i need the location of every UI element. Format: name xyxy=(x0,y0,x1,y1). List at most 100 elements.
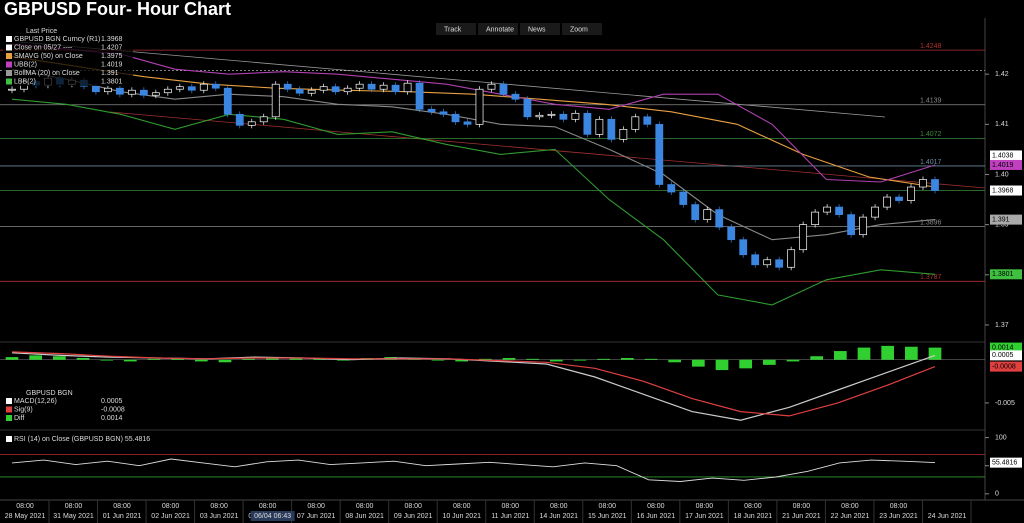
legend-label: MACD(12,26) xyxy=(14,398,57,405)
legend-label: GBPUSD BGN Curncy (R1) xyxy=(14,36,100,43)
indicator-line xyxy=(11,56,936,188)
toolbar-label[interactable]: Zoom xyxy=(570,26,588,33)
x-date-label: 14 Jun 2021 xyxy=(540,513,579,520)
candle xyxy=(259,116,268,123)
value-tag-label: 1.391 xyxy=(992,216,1010,223)
candle xyxy=(487,83,496,90)
value-tag xyxy=(990,342,1022,353)
candle xyxy=(367,83,376,90)
toolbar-button[interactable] xyxy=(436,23,476,35)
candle xyxy=(907,186,915,201)
candle xyxy=(379,84,388,90)
toolbar-button[interactable] xyxy=(562,23,602,35)
toolbar-label[interactable]: Track xyxy=(444,26,462,33)
legend-box xyxy=(3,24,133,86)
candle xyxy=(523,98,532,118)
toolbar-button[interactable] xyxy=(520,23,560,35)
x-date-label: 28 May 2021 xyxy=(5,513,46,520)
diff-bar xyxy=(833,351,847,360)
x-time-label: 08:00 xyxy=(744,503,762,510)
diff-bar xyxy=(526,358,540,360)
candle xyxy=(499,83,508,95)
level-label: 1.4072 xyxy=(920,131,942,138)
x-time-label: 08:00 xyxy=(210,503,228,510)
legend-swatch xyxy=(6,78,12,85)
candle xyxy=(559,113,568,120)
y-tick-label: 1.37 xyxy=(995,322,1009,329)
cursor-label: 06/04 06:43 xyxy=(254,513,291,520)
x-date-label: 09 Jun 2021 xyxy=(394,513,433,520)
candle xyxy=(607,118,616,140)
candle xyxy=(919,179,927,188)
value-tag xyxy=(990,269,1022,280)
y-tick-label: 1.42 xyxy=(995,71,1009,78)
candle xyxy=(535,114,544,118)
value-tag xyxy=(990,457,1022,468)
candle xyxy=(163,88,172,94)
x-date-label: 24 Jun 2021 xyxy=(928,513,967,520)
x-time-label: 08:00 xyxy=(890,503,908,510)
x-time-label: 08:00 xyxy=(259,503,277,510)
diff-bar xyxy=(573,359,587,361)
legend-label: Close on 05/27 ---- xyxy=(14,44,73,51)
y-tick-label: 100 xyxy=(995,434,1007,441)
diff-bar xyxy=(597,358,611,360)
candle xyxy=(511,93,520,100)
x-time-label: 08:00 xyxy=(356,503,374,510)
toolbar-label[interactable]: Annotate xyxy=(486,26,514,33)
legend-box xyxy=(3,385,118,427)
level-label: 1.4248 xyxy=(920,43,942,50)
candle xyxy=(703,209,712,220)
x-date-label: 01 Jun 2021 xyxy=(103,513,142,520)
diff-bar xyxy=(691,359,705,367)
toolbar-label[interactable]: News xyxy=(528,26,546,33)
x-time-label: 08:00 xyxy=(696,503,714,510)
legend-value: 1.4207 xyxy=(101,44,123,51)
diff-bar xyxy=(810,356,824,360)
diff-bar xyxy=(762,359,776,365)
x-date-label: 10 Jun 2021 xyxy=(442,513,481,520)
candle xyxy=(751,254,760,266)
candle xyxy=(247,121,256,126)
value-tag-label: 1.3968 xyxy=(992,187,1014,194)
x-time-label: 08:00 xyxy=(65,503,83,510)
x-time-label: 08:00 xyxy=(162,503,180,510)
x-date-label: 31 May 2021 xyxy=(53,513,94,520)
candle xyxy=(199,83,208,91)
candle xyxy=(799,224,808,251)
diff-bar xyxy=(5,357,19,360)
diff-bar xyxy=(620,357,634,360)
value-tag-label: 0.0005 xyxy=(992,352,1014,359)
candle xyxy=(8,88,16,91)
candle xyxy=(571,112,580,120)
legend-label: BollMA (20) on Close xyxy=(14,70,80,77)
candle xyxy=(451,113,460,123)
legend-swatch xyxy=(6,436,12,442)
candle xyxy=(895,196,903,201)
legend-label: Diff xyxy=(14,415,24,422)
candle xyxy=(595,118,604,135)
value-tag-label: 55.4816 xyxy=(992,459,1017,466)
candle xyxy=(463,121,472,125)
legend-title: GBPUSD BGN xyxy=(26,390,73,397)
legend-swatch xyxy=(6,36,12,42)
diff-bar xyxy=(336,359,350,361)
toolbar-button[interactable] xyxy=(478,23,518,35)
candle xyxy=(331,86,340,93)
value-tag-label: 1.3801 xyxy=(992,271,1014,278)
candle xyxy=(343,87,352,93)
candle xyxy=(883,196,891,208)
candle xyxy=(691,204,700,220)
candle xyxy=(175,86,184,90)
rsi-title: RSI (14) on Close (GBPUSD BGN) 55.4816 xyxy=(14,436,150,443)
value-tag xyxy=(990,350,1022,361)
candle xyxy=(391,84,400,93)
y-tick-label: 1.41 xyxy=(995,121,1009,128)
candle xyxy=(643,116,652,125)
candle xyxy=(151,92,160,96)
x-time-label: 08:00 xyxy=(307,503,325,510)
level-label: 1.4139 xyxy=(920,98,942,105)
x-date-label: 21 Jun 2021 xyxy=(782,513,821,520)
candle xyxy=(835,206,844,215)
